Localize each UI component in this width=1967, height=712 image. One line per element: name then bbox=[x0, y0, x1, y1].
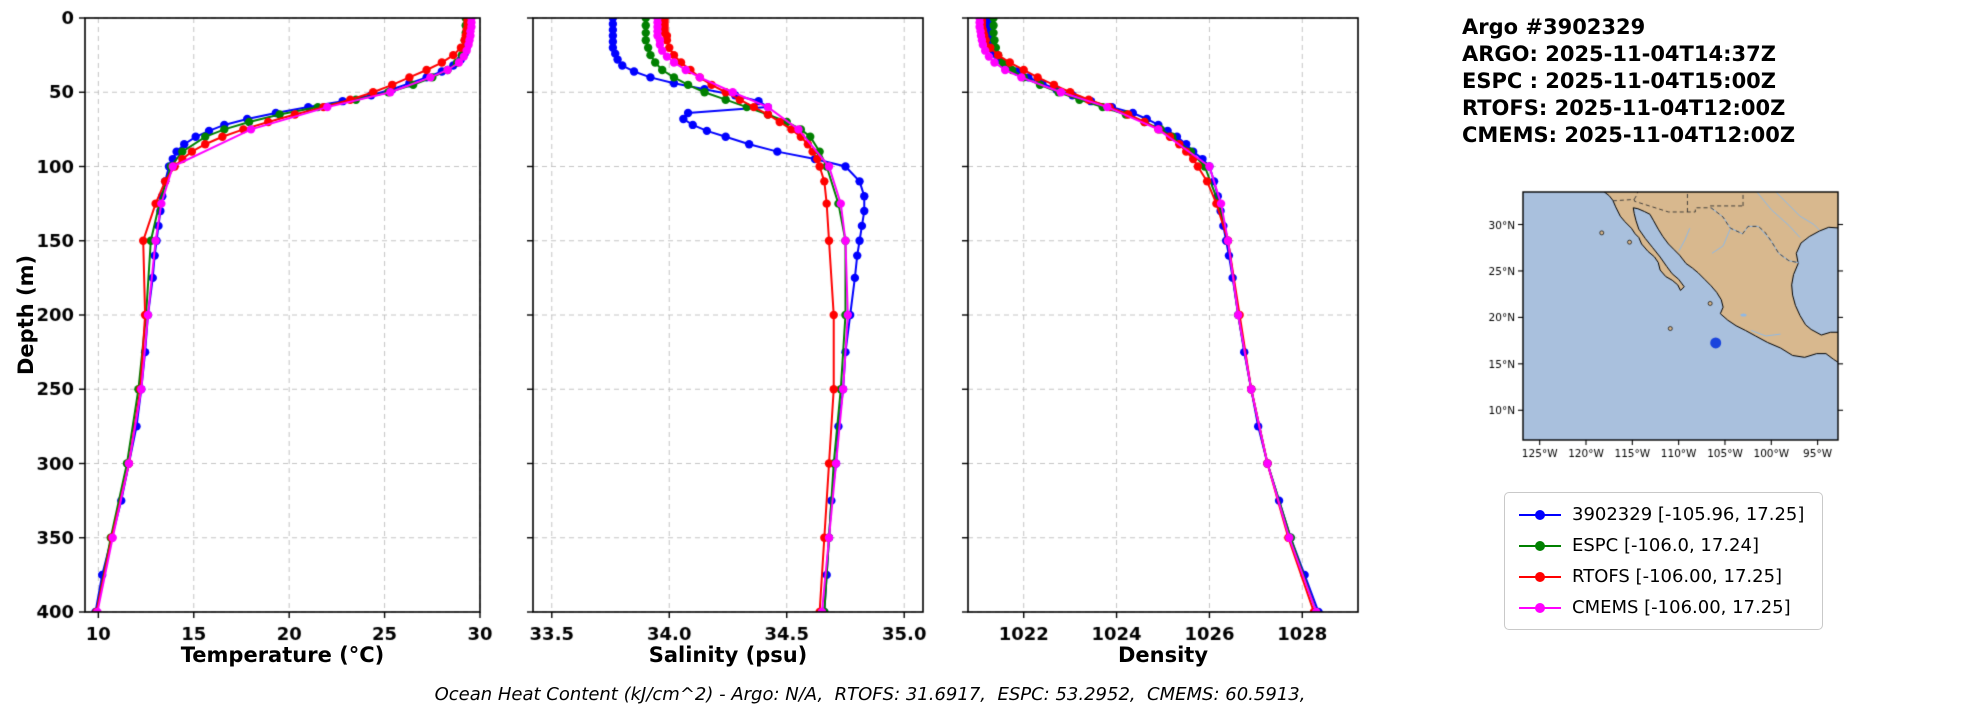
legend-line-marker-icon bbox=[1519, 602, 1561, 613]
legend-entry-2: RTOFS [-106.00, 17.25] bbox=[1517, 566, 1804, 587]
density-profile-chart bbox=[945, 0, 1440, 712]
espc-timestamp: ESPC : 2025-11-04T15:00Z bbox=[1462, 69, 1777, 93]
legend-line-marker-icon bbox=[1519, 509, 1561, 520]
legend-line-marker-icon bbox=[1519, 571, 1561, 582]
ocean-heat-content-note: Ocean Heat Content (kJ/cm^2) - Argo: N/A… bbox=[434, 684, 1306, 705]
legend-entry-3: CMEMS [-106.00, 17.25] bbox=[1517, 597, 1804, 618]
legend-entry-0: 3902329 [-105.96, 17.25] bbox=[1517, 504, 1804, 525]
legend-label: CMEMS [-106.00, 17.25] bbox=[1572, 597, 1791, 618]
legend-label: ESPC [-106.0, 17.24] bbox=[1572, 535, 1759, 556]
legend-label: 3902329 [-105.96, 17.25] bbox=[1572, 504, 1805, 525]
profile-legend: 3902329 [-105.96, 17.25] ESPC [-106.0, 17… bbox=[1504, 492, 1824, 630]
legend-line-marker-icon bbox=[1519, 540, 1561, 551]
location-map bbox=[1440, 178, 1967, 478]
salinity-profile-chart bbox=[500, 0, 945, 712]
depth-axis-label: Depth (m) bbox=[14, 254, 38, 376]
info-header: Argo #3902329 ARGO: 2025-11-04T14:37Z ES… bbox=[1462, 14, 1795, 149]
argo-timestamp: ARGO: 2025-11-04T14:37Z bbox=[1462, 42, 1776, 66]
rtofs-timestamp: RTOFS: 2025-11-04T12:00Z bbox=[1462, 96, 1786, 120]
float-title: Argo #3902329 bbox=[1462, 15, 1646, 39]
temperature-profile-chart bbox=[0, 0, 500, 712]
legend-label: RTOFS [-106.00, 17.25] bbox=[1572, 566, 1783, 587]
temperature-axis-label: Temperature (°C) bbox=[180, 643, 385, 667]
legend-entry-1: ESPC [-106.0, 17.24] bbox=[1517, 535, 1804, 556]
salinity-axis-label: Salinity (psu) bbox=[648, 643, 808, 667]
cmems-timestamp: CMEMS: 2025-11-04T12:00Z bbox=[1462, 123, 1796, 147]
density-axis-label: Density bbox=[1117, 643, 1209, 667]
